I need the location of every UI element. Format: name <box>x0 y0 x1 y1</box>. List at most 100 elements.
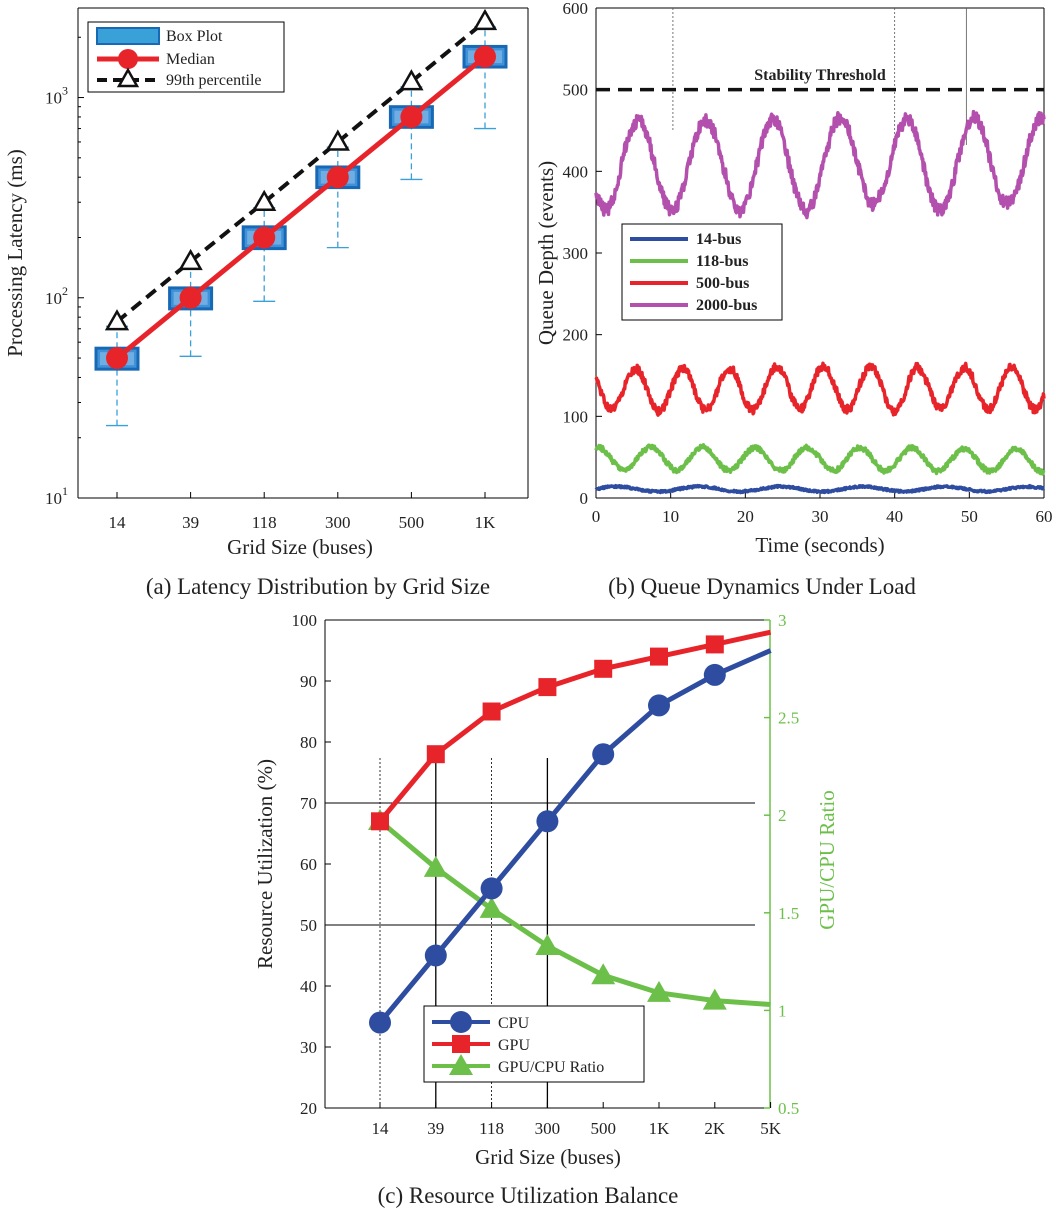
panel-a-latency: 101 102 103 14 39 118 300 500 1K Grid Size (buses… <box>3 7 529 599</box>
b-legend-label: 118-bus <box>696 253 748 270</box>
c-marker-square <box>594 659 613 678</box>
c-line-square <box>378 629 772 823</box>
a-legend-label-median: Median <box>166 51 215 68</box>
b-ytick-label: 600 <box>563 0 589 18</box>
a-legend-marker-median <box>118 49 138 69</box>
b-legend-label: 14-bus <box>696 231 741 248</box>
a-median-marker <box>400 105 423 128</box>
c-marker-square <box>482 702 501 721</box>
c-legend-label: GPU/CPU Ratio <box>498 1059 604 1076</box>
a-legend: Box Plot Median 99th percentile <box>87 21 285 93</box>
a-median-marker <box>474 45 496 68</box>
c-line-triangle <box>378 819 771 1008</box>
b-ytick-label: 200 <box>563 326 589 345</box>
a-p99-marker <box>472 8 498 31</box>
c-legend-label: GPU <box>498 1037 530 1054</box>
b-xlabel: Time (seconds) <box>755 533 884 557</box>
a-xtick-label: 300 <box>325 513 351 532</box>
c-marker-circle <box>536 810 559 833</box>
a-legend-label-p99: 99th percentile <box>166 72 262 89</box>
a-median-marker <box>106 347 128 370</box>
c-xtick-label: 500 <box>590 1119 616 1138</box>
b-xtick-label: 0 <box>592 507 601 526</box>
b-ylabel: Queue Depth (events) <box>534 161 558 345</box>
a-ytick-label: 101 <box>45 484 68 508</box>
c-marker-triangle <box>423 855 448 877</box>
a-xtick-label: 14 <box>109 513 127 532</box>
c-ytick-label: 50 <box>300 916 317 935</box>
panel-c-utilization: 20 30 40 50 60 70 80 90 100 0.5 1 1.5 2 2.5 3 14 39 118 30… <box>253 611 839 1208</box>
c-caption: (c) Resource Utilization Balance <box>378 1183 679 1208</box>
c-ylabel: Resource Utilization (%) <box>253 759 277 969</box>
b-xtick-label: 30 <box>812 507 829 526</box>
a-p99-marker <box>178 248 203 271</box>
b-legend-label: 500-bus <box>696 275 749 292</box>
c-marker-circle <box>424 944 447 967</box>
b-xtick-label: 40 <box>886 507 903 526</box>
a-median-line <box>115 54 487 360</box>
b-xtick-label: 10 <box>662 507 679 526</box>
b-xtick-label: 50 <box>961 507 978 526</box>
b-ytick-label: 500 <box>563 81 589 100</box>
c-marker-circle <box>703 663 726 686</box>
a-median-marker <box>253 226 276 249</box>
c-marker-circle <box>648 694 670 717</box>
a-legend-swatch-box <box>96 27 160 45</box>
a-p99-marker <box>325 129 350 151</box>
c-legend-marker <box>452 1035 470 1053</box>
c-marker-triangle <box>479 896 504 918</box>
c-ytick-label: 40 <box>300 977 317 996</box>
c-ytick-right-label: 3 <box>778 611 787 630</box>
a-p99-marker <box>252 189 277 211</box>
a-caption: (a) Latency Distribution by Grid Size <box>146 574 490 599</box>
c-ytick-right-label: 2.5 <box>778 709 799 728</box>
b-ytick-label: 300 <box>563 244 589 263</box>
c-marker-triangle <box>647 980 671 1002</box>
a-xlabel: Grid Size (buses) <box>227 535 373 559</box>
c-ytick-right-label: 1.5 <box>778 904 799 923</box>
c-marker-triangle <box>535 933 560 955</box>
c-marker-square <box>538 678 557 697</box>
c-legend-marker <box>450 1011 472 1033</box>
a-xtick-label: 118 <box>252 513 277 532</box>
b-legend: 14-bus 118-bus 500-bus 2000-bus <box>621 223 783 321</box>
b-threshold-label: Stability Threshold <box>754 67 886 84</box>
c-ytick-right-label: 1 <box>778 1001 787 1020</box>
c-marker-circle <box>592 743 615 766</box>
b-xtick-label: 20 <box>737 507 754 526</box>
b-legend-label: 2000-bus <box>696 297 757 314</box>
b-ytick-label: 0 <box>580 489 589 508</box>
a-legend-label-box: Box Plot <box>166 28 223 45</box>
a-xtick-label: 500 <box>399 513 425 532</box>
a-p99-marker <box>104 309 130 331</box>
a-ylabel: Processing Latency (ms) <box>3 149 27 357</box>
c-xtick-label: 2K <box>704 1119 726 1138</box>
c-ylabel-right: GPU/CPU Ratio <box>815 790 839 929</box>
c-ytick-label: 70 <box>300 794 317 813</box>
b-series-2000-bus <box>594 109 1046 220</box>
b-ytick-label: 100 <box>563 407 589 426</box>
c-marker-square <box>650 647 668 666</box>
a-median-marker <box>326 166 349 189</box>
c-legend: CPU GPU GPU/CPU Ratio <box>423 1005 645 1083</box>
c-legend-label: CPU <box>498 1015 530 1032</box>
a-legend-marker-p99 <box>116 67 140 88</box>
a-ytick-label: 102 <box>45 284 68 308</box>
c-xtick-label: 39 <box>427 1119 444 1138</box>
c-xtick-label: 300 <box>535 1119 561 1138</box>
b-series-14-bus <box>594 483 1046 495</box>
c-xlabel: Grid Size (buses) <box>475 1145 621 1169</box>
c-xtick-label: 5K <box>760 1119 782 1138</box>
c-marker-square <box>705 635 724 654</box>
a-ytick-label: 103 <box>45 84 68 108</box>
c-ytick-label: 100 <box>292 611 318 630</box>
a-median-marker <box>179 286 202 309</box>
c-ytick-label: 90 <box>300 672 317 691</box>
b-series-118-bus <box>594 443 1046 476</box>
c-marker-triangle <box>591 963 616 985</box>
c-ytick-right-label: 2 <box>778 806 787 825</box>
c-marker-triangle <box>702 988 727 1010</box>
panel-b-queue: 0 100 200 300 400 500 600 0 10 20 30 40 50 60 Time (se… <box>534 0 1053 599</box>
c-ytick-label: 60 <box>300 855 317 874</box>
